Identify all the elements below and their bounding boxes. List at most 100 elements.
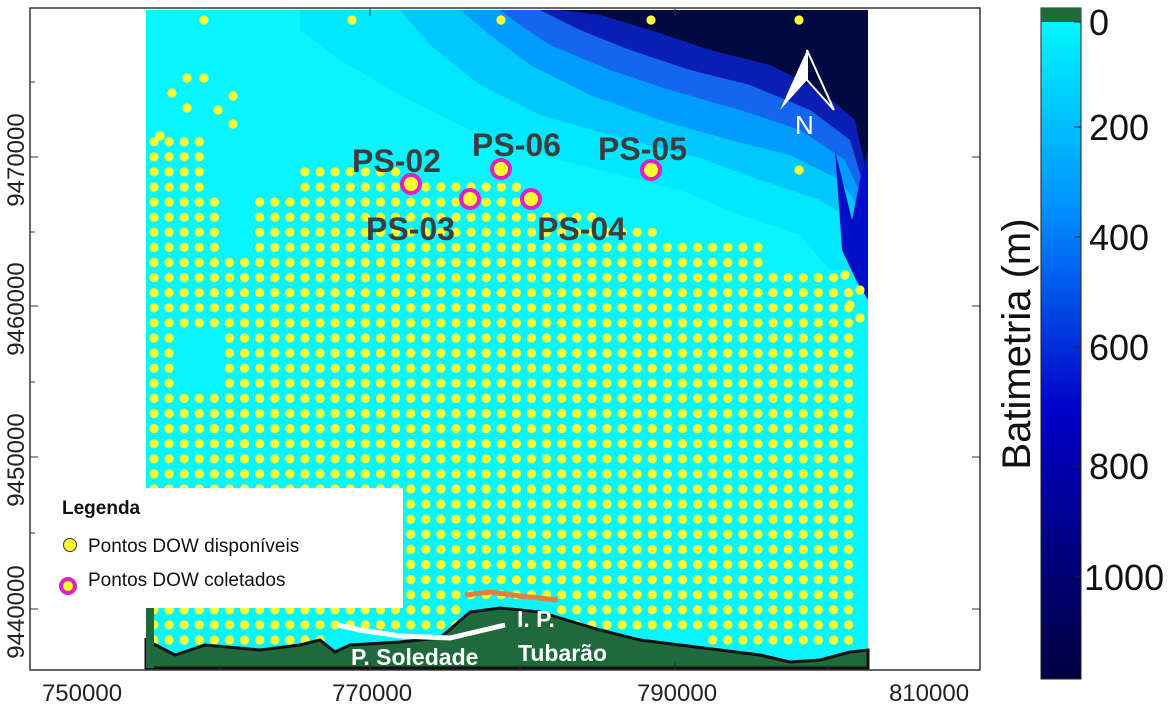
available-point: [436, 212, 446, 222]
available-point: [693, 544, 703, 555]
available-point: [391, 620, 401, 630]
available-point: [179, 227, 189, 237]
available-point: [209, 273, 219, 283]
available-point: [496, 469, 506, 479]
available-point: [345, 318, 355, 328]
available-point: [844, 348, 854, 358]
available-point: [542, 469, 552, 479]
available-point: [345, 273, 355, 283]
available-point: [194, 635, 204, 645]
available-point: [481, 469, 491, 479]
available-point: [587, 605, 597, 615]
available-point: [315, 303, 325, 313]
available-point: [813, 590, 824, 600]
available-point: [572, 333, 582, 343]
available-point: [255, 469, 265, 479]
available-point: [375, 167, 386, 177]
available-point: [209, 454, 219, 464]
available-point: [828, 559, 839, 570]
available-point: [723, 408, 733, 419]
available-point: [330, 167, 340, 177]
available-point: [481, 197, 491, 207]
available-point: [602, 318, 612, 328]
available-point: [149, 318, 159, 328]
available-point: [768, 514, 778, 524]
colorbar-tick-label: 800: [1089, 446, 1149, 487]
available-point: [813, 620, 824, 630]
available-point: [572, 257, 582, 268]
available-point: [542, 257, 552, 268]
available-point: [542, 575, 552, 585]
available-point: [406, 273, 416, 283]
available-point: [542, 348, 552, 358]
available-point: [844, 620, 854, 630]
available-point: [315, 227, 325, 237]
available-point: [511, 182, 521, 192]
available-point: [406, 227, 416, 237]
available-point: [330, 257, 340, 268]
available-point: [587, 469, 597, 479]
available-point: [662, 333, 673, 343]
available-point: [798, 559, 808, 570]
available-point: [406, 499, 416, 509]
available-point: [828, 544, 839, 555]
available-point: [677, 544, 688, 555]
available-point: [587, 484, 597, 494]
available-point: [844, 318, 854, 328]
available-point: [693, 333, 703, 343]
available-point: [300, 167, 310, 177]
available-point: [572, 212, 582, 222]
available-point: [662, 499, 673, 509]
available-point: [199, 73, 209, 83]
available-point: [677, 393, 688, 403]
available-point: [813, 529, 824, 539]
available-point: [451, 242, 461, 252]
legend-box: [50, 488, 403, 608]
available-point: [406, 348, 416, 358]
available-point: [406, 559, 416, 570]
available-point: [693, 318, 703, 328]
available-point: [677, 242, 688, 252]
available-point: [360, 424, 370, 434]
available-point: [255, 197, 265, 207]
available-point: [481, 499, 491, 509]
available-point: [542, 454, 552, 464]
available-point: [240, 363, 250, 373]
available-point: [602, 499, 612, 509]
available-point: [360, 620, 370, 630]
available-point: [360, 439, 370, 449]
available-point: [647, 378, 657, 388]
available-point: [828, 393, 839, 403]
available-point: [693, 348, 703, 358]
available-point: [360, 182, 370, 192]
available-point: [179, 408, 189, 419]
available-point: [300, 439, 310, 449]
available-point: [708, 484, 718, 494]
available-point: [436, 499, 446, 509]
available-point: [602, 288, 612, 298]
available-point: [315, 348, 325, 358]
available-point: [828, 333, 839, 343]
available-point: [783, 635, 793, 645]
available-point: [572, 303, 582, 313]
available-point: [149, 197, 159, 207]
available-point: [632, 605, 642, 615]
available-point: [813, 499, 824, 509]
available-point: [451, 590, 461, 600]
available-point: [179, 439, 189, 449]
available-point: [813, 333, 824, 343]
available-point: [647, 439, 657, 449]
available-point: [345, 469, 355, 479]
available-point: [360, 288, 370, 298]
available-point: [164, 318, 174, 328]
available-point: [360, 378, 370, 388]
available-point: [677, 590, 688, 600]
available-point: [511, 242, 521, 252]
available-point: [798, 408, 808, 419]
available-point: [391, 439, 401, 449]
available-point: [285, 227, 295, 237]
available-point: [572, 288, 582, 298]
available-point: [436, 227, 446, 237]
available-point: [330, 303, 340, 313]
